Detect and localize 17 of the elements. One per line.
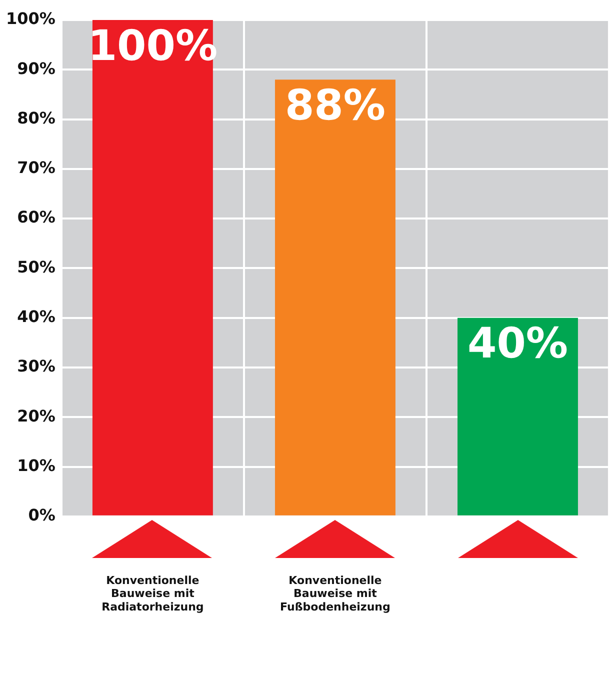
y-tick-label: 70%: [17, 158, 56, 178]
y-tick-label: 40%: [17, 306, 56, 326]
y-tick-label: 90%: [17, 58, 56, 78]
x-tick-label: Konventionelle Bauweise mit Fußbodenheizung: [280, 574, 390, 614]
bar: [458, 318, 578, 516]
x-tick-label: Konventionelle Bauweise mit Radiatorheizung: [102, 574, 204, 614]
data-label: 88%: [284, 80, 386, 130]
y-tick-label: 80%: [17, 108, 56, 128]
y-tick-label: 50%: [17, 257, 56, 276]
y-tick-label: 30%: [17, 356, 56, 376]
y-tick-label: 60%: [17, 208, 56, 227]
y-tick-label: 20%: [17, 406, 56, 426]
y-tick-label: 100%: [6, 9, 56, 28]
data-label: 40%: [467, 318, 568, 368]
y-tick-label: 0%: [28, 506, 56, 525]
bar: [274, 80, 396, 516]
y-tick-label: 10%: [17, 456, 56, 475]
